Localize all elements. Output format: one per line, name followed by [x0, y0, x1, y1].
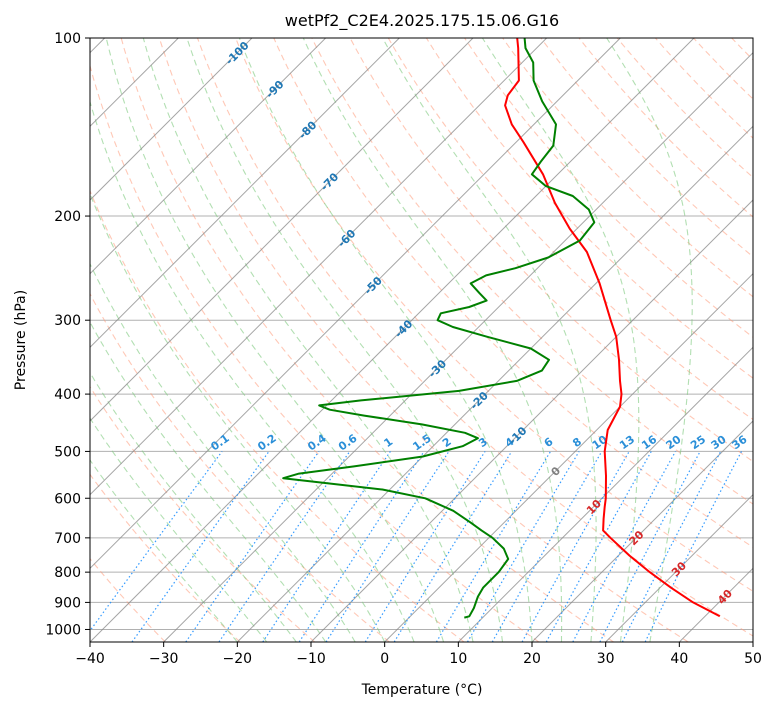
chart-title: wetPf2_C2E4.2025.175.15.06.G16 [285, 11, 559, 31]
y-tick-label: 200 [54, 209, 81, 225]
y-tick-label: 900 [54, 595, 81, 611]
x-tick-label: 20 [523, 651, 541, 667]
x-tick-label: 10 [449, 651, 467, 667]
x-tick-label: 0 [380, 651, 389, 667]
x-tick-label: −10 [296, 651, 326, 667]
x-tick-label: −30 [149, 651, 179, 667]
x-tick-label: −40 [75, 651, 105, 667]
x-tick-label: −20 [223, 651, 253, 667]
x-tick-label: 30 [597, 651, 615, 667]
y-tick-label: 100 [54, 31, 81, 47]
x-axis-label: Temperature (°C) [361, 682, 483, 698]
x-tick-label: 50 [744, 651, 762, 667]
y-axis-label: Pressure (hPa) [13, 290, 29, 390]
y-tick-label: 400 [54, 387, 81, 403]
y-tick-label: 1000 [45, 622, 81, 638]
y-tick-label: 700 [54, 531, 81, 547]
y-tick-label: 500 [54, 444, 81, 460]
x-tick-label: 40 [670, 651, 688, 667]
y-tick-label: 600 [54, 491, 81, 507]
y-tick-label: 300 [54, 313, 81, 329]
y-tick-label: 800 [54, 565, 81, 581]
